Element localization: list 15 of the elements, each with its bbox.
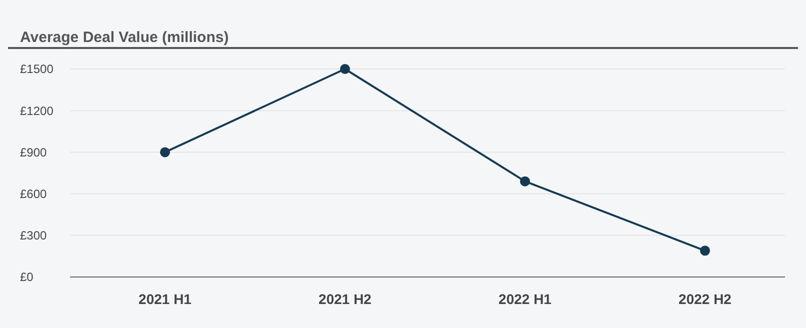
point <box>340 64 350 74</box>
y-tick-label: £600 <box>20 187 48 201</box>
chart-title: Average Deal Value (millions) <box>20 29 229 46</box>
x-tick-label: 2022 H1 <box>498 291 552 307</box>
point <box>700 246 710 256</box>
x-tick-label: 2021 H2 <box>318 291 372 307</box>
point <box>520 176 530 186</box>
x-tick-label: 2021 H1 <box>138 291 192 307</box>
y-tick-label: £0 <box>20 270 34 284</box>
y-tick-label: £1200 <box>20 104 54 118</box>
x-tick-label: 2022 H2 <box>678 291 732 307</box>
y-tick-label: £900 <box>20 145 48 160</box>
y-tick-label: £1500 <box>20 62 54 76</box>
y-tick-label: £300 <box>20 228 48 243</box>
point <box>160 147 170 158</box>
